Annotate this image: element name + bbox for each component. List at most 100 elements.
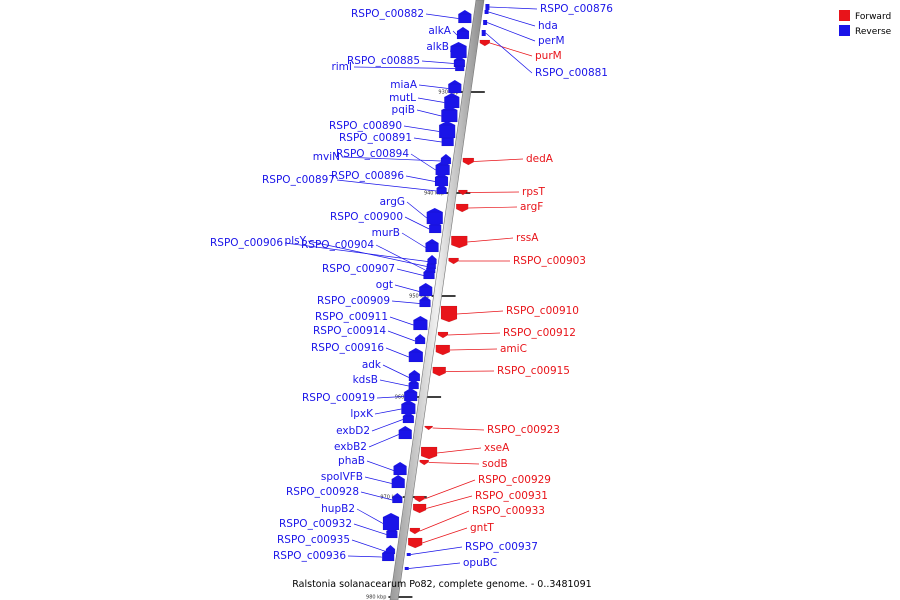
gene-arrow-tip-rspo-c00897[interactable] (436, 184, 447, 188)
gene-feature-murb[interactable] (425, 242, 439, 253)
gene-feature-rspo-c00882[interactable] (458, 13, 472, 24)
gene-feature-alka[interactable] (456, 30, 470, 40)
gene-arrow-tip-rspo-c00891[interactable] (441, 134, 454, 138)
gene-arrow-tip-rspo-c00890[interactable] (439, 121, 456, 125)
gene-feature-rspo-c00916[interactable] (408, 351, 424, 363)
gene-arrow-tip-pqib[interactable] (441, 106, 458, 110)
gene-arrow-tip-murb[interactable] (425, 239, 439, 243)
gene-arrow-tip-kdsb[interactable] (408, 379, 419, 383)
gene-feature-rspo-c00881[interactable] (481, 30, 486, 36)
gene-feature-argg[interactable] (426, 211, 444, 225)
gene-label-adk[interactable]: adk (362, 359, 382, 371)
gene-feature-rspo-c00928[interactable] (392, 496, 403, 504)
gene-arrow-tip-adk[interactable] (408, 370, 420, 374)
gene-arrow-tip-exbb2[interactable] (398, 426, 412, 430)
gene-label-rspo-c00931[interactable]: RSPO_c00931 (475, 490, 548, 502)
gene-feature-rspo-c00919[interactable] (403, 391, 418, 402)
gene-feature-rspo-c00890[interactable] (438, 124, 456, 139)
gene-label-spoivfb[interactable]: spoIVFB (321, 471, 363, 483)
gene-label-perm[interactable]: perM (538, 35, 565, 47)
gene-label-rspo-c00923[interactable]: RSPO_c00923 (487, 424, 560, 436)
gene-feature-rspo-c00900[interactable] (428, 224, 442, 234)
gene-label-rspo-c00882[interactable]: RSPO_c00882 (351, 8, 424, 20)
gene-label-rspo-c00897[interactable]: RSPO_c00897 (262, 174, 335, 186)
gene-label-rspo-c00896[interactable]: RSPO_c00896 (331, 170, 404, 182)
gene-label-rspo-c00915[interactable]: RSPO_c00915 (497, 365, 570, 377)
gene-arrow-tip-rspo-c00882[interactable] (458, 10, 472, 14)
gene-arrow-tip-rspo-c00919[interactable] (404, 388, 418, 392)
gene-feature-rspo-c00910[interactable] (440, 305, 458, 323)
gene-label-lpxk[interactable]: lpxK (350, 408, 374, 420)
gene-feature-adk[interactable] (408, 373, 421, 382)
gene-label-plsy[interactable]: plsY (285, 235, 307, 247)
gene-feature-rspo-c00907[interactable] (423, 271, 435, 280)
gene-arrow-tip-phab[interactable] (393, 462, 407, 466)
gene-label-rssa[interactable]: rssA (516, 232, 539, 244)
gene-feature-spoivfb[interactable] (391, 478, 405, 489)
gene-label-deda[interactable]: dedA (526, 153, 554, 165)
gene-feature-rspo-c00894[interactable] (435, 164, 450, 176)
gene-label-rspo-c00894[interactable]: RSPO_c00894 (336, 148, 409, 160)
gene-label-hupb2[interactable]: hupB2 (321, 503, 355, 515)
gene-arrow-tip-rspo-c00906[interactable] (427, 255, 437, 259)
gene-feature-rspo-c00929[interactable] (414, 495, 425, 503)
gene-label-phab[interactable]: phaB (338, 455, 365, 467)
gene-label-rspo-c00911[interactable]: RSPO_c00911 (315, 311, 388, 323)
gene-feature-kdsb[interactable] (408, 382, 419, 390)
gene-arrow-tip-rspo-c00885[interactable] (453, 56, 465, 60)
gene-label-kdsb[interactable]: kdsB (353, 374, 378, 386)
gene-label-mutl[interactable]: mutL (389, 92, 416, 104)
gene-feature-rspo-c00876[interactable] (485, 4, 490, 10)
gene-label-amic[interactable]: amiC (500, 343, 527, 355)
gene-label-rimi[interactable]: rimI (331, 61, 352, 73)
gene-label-rpst[interactable]: rpsT (522, 186, 545, 198)
gene-label-sodb[interactable]: sodB (482, 458, 508, 470)
gene-feature-mutl[interactable] (444, 96, 460, 109)
gene-feature-rspo-c00909[interactable] (419, 299, 431, 308)
gene-arrow-tip-rspo-c00932[interactable] (386, 527, 398, 531)
gene-label-rspo-c00912[interactable]: RSPO_c00912 (503, 327, 576, 339)
gene-feature-xsea[interactable] (420, 446, 438, 460)
gene-label-rspo-c00919[interactable]: RSPO_c00919 (302, 392, 375, 404)
gene-arrow-tip-alkb[interactable] (450, 42, 467, 46)
gene-label-rspo-c00935[interactable]: RSPO_c00935 (277, 534, 350, 546)
gene-label-miaa[interactable]: miaA (390, 79, 418, 91)
gene-arrow-tip-rimi[interactable] (455, 62, 465, 66)
gene-arrow-tip-rspo-c00904[interactable] (426, 264, 436, 268)
gene-label-argg[interactable]: argG (380, 196, 405, 208)
gene-feature-amic[interactable] (435, 344, 451, 356)
gene-label-rspo-c00900[interactable]: RSPO_c00900 (330, 211, 403, 223)
gene-arrow-tip-rspo-c00896[interactable] (434, 173, 448, 177)
gene-label-opubc[interactable]: opuBC (463, 557, 497, 569)
gene-arrow-tip-spoivfb[interactable] (391, 475, 405, 479)
gene-arrow-tip-rspo-c00911[interactable] (413, 316, 428, 320)
gene-arrow-tip-plsy[interactable] (426, 260, 436, 264)
gene-label-rspo-c00916[interactable]: RSPO_c00916 (311, 342, 384, 354)
gene-feature-rspo-c00923[interactable] (424, 425, 433, 431)
gene-arrow-tip-hupb2[interactable] (382, 513, 399, 517)
gene-label-alka[interactable]: alkA (428, 25, 451, 37)
gene-label-rspo-c00890[interactable]: RSPO_c00890 (329, 120, 402, 132)
gene-feature-rspo-c00915[interactable] (432, 366, 447, 377)
gene-arrow-tip-lpxk[interactable] (401, 400, 416, 404)
gene-label-rspo-c00936[interactable]: RSPO_c00936 (273, 550, 346, 562)
gene-feature-gntt[interactable] (407, 537, 423, 549)
gene-feature-purm[interactable] (479, 39, 491, 47)
gene-label-rspo-c00885[interactable]: RSPO_c00885 (347, 55, 420, 67)
gene-label-mvin[interactable]: mviN (313, 151, 340, 163)
gene-label-pqib[interactable]: pqiB (392, 104, 415, 116)
gene-feature-exbd2[interactable] (402, 415, 415, 424)
gene-label-rspo-c00906[interactable]: RSPO_c00906 (210, 237, 283, 249)
gene-label-hda[interactable]: hda (538, 20, 558, 32)
gene-arrow-tip-argg[interactable] (426, 208, 443, 212)
gene-feature-rspo-c00914[interactable] (414, 337, 426, 345)
gene-feature-rspo-c00891[interactable] (441, 137, 454, 147)
gene-label-rspo-c00909[interactable]: RSPO_c00909 (317, 295, 390, 307)
gene-feature-hupb2[interactable] (382, 516, 400, 531)
gene-feature-rssa[interactable] (451, 235, 468, 249)
gene-arrow-tip-rspo-c00914[interactable] (415, 334, 426, 338)
gene-label-gntt[interactable]: gntT (470, 522, 494, 534)
gene-feature-deda[interactable] (462, 157, 475, 166)
gene-arrow-tip-mutl[interactable] (444, 93, 460, 97)
gene-feature-rpst[interactable] (458, 189, 468, 196)
